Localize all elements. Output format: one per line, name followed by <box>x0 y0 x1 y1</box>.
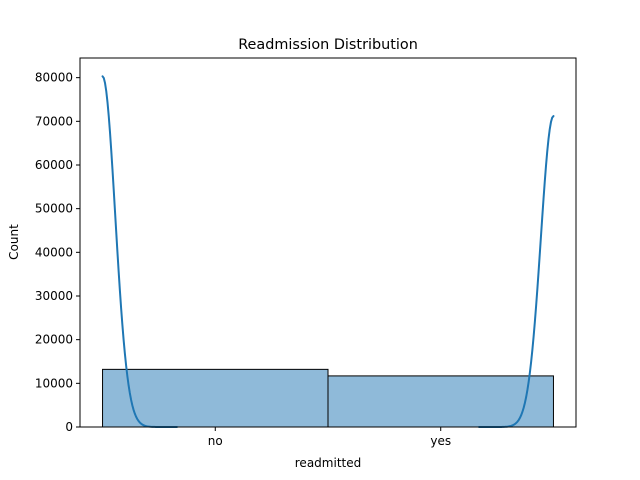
y-tick-label-60000: 60000 <box>35 158 73 172</box>
x-axis-label: readmitted <box>295 456 361 470</box>
axes-frame <box>79 57 577 428</box>
bar-no <box>102 368 329 428</box>
y-tick-label-0: 0 <box>65 420 73 434</box>
y-tick-label-20000: 20000 <box>35 333 73 347</box>
chart-title: Readmission Distribution <box>238 37 418 53</box>
y-tick-label-30000: 30000 <box>35 289 73 303</box>
x-tick-label-no: no <box>208 434 223 448</box>
y-tick-label-70000: 70000 <box>35 114 73 128</box>
y-axis-label: Count <box>7 224 21 260</box>
plot-area: 0 10000 20000 30000 40000 50000 60000 70000 8000… <box>35 57 577 448</box>
y-tick-label-10000: 10000 <box>35 376 73 390</box>
x-tick-label-yes: yes <box>430 434 451 448</box>
y-tick-label-40000: 40000 <box>35 245 73 259</box>
bar-yes <box>327 375 554 428</box>
y-tick-label-80000: 80000 <box>35 71 73 85</box>
y-tick-label-50000: 50000 <box>35 202 73 216</box>
